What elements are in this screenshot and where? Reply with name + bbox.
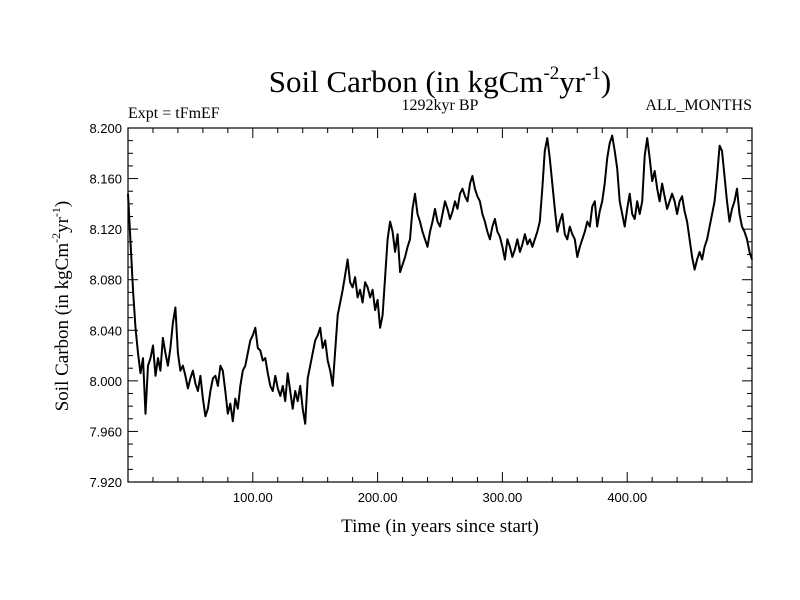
data-series bbox=[127, 134, 753, 425]
y-tick-label: 7.920 bbox=[89, 475, 122, 490]
y-axis-label: Soil Carbon (in kgCm-2yr-1) bbox=[49, 201, 73, 412]
chart-title-sup1: -2 bbox=[543, 63, 559, 84]
y-tick-label: 8.200 bbox=[89, 121, 122, 136]
chart-title: Soil Carbon (in kgCm-2yr-1) bbox=[269, 63, 612, 99]
y-tick-label: 8.120 bbox=[89, 222, 122, 237]
x-tick-label: 100.00 bbox=[233, 490, 273, 505]
chart-title-main: Soil Carbon (in kgCm bbox=[269, 64, 544, 99]
y-axis-label-mid: yr bbox=[52, 216, 73, 233]
y-axis-label-sup2: -1 bbox=[49, 207, 63, 217]
series-line bbox=[127, 134, 753, 425]
x-tick-label: 200.00 bbox=[358, 490, 398, 505]
x-tick-label: 300.00 bbox=[483, 490, 523, 505]
x-axis-label: Time (in years since start) bbox=[341, 516, 539, 537]
chart-title-mid: yr bbox=[559, 64, 586, 99]
plot-frame bbox=[127, 127, 753, 483]
subtitle-months: ALL_MONTHS bbox=[645, 97, 752, 114]
chart-title-end: ) bbox=[601, 64, 611, 99]
y-tick-label: 8.000 bbox=[89, 374, 122, 389]
y-tick-label: 8.160 bbox=[89, 172, 122, 187]
subtitle-experiment: Expt = tFmEF bbox=[128, 105, 220, 122]
subtitle-period: 1292kyr BP bbox=[402, 97, 479, 114]
chart-title-sup2: -1 bbox=[585, 63, 601, 84]
y-axis-label-end: ) bbox=[52, 201, 73, 207]
y-tick-label: 8.080 bbox=[89, 273, 122, 288]
y-axis-label-main: Soil Carbon (in kgCm bbox=[52, 243, 73, 412]
y-tick-label: 8.040 bbox=[89, 323, 122, 338]
y-tick-label: 7.960 bbox=[89, 424, 122, 439]
axis-ticks: 7.920 7.960 8.000 8.040 8.080 8.120 8.160 8.200… bbox=[89, 121, 752, 505]
y-axis-label-sup1: -2 bbox=[49, 233, 63, 243]
x-tick-label: 400.00 bbox=[607, 490, 647, 505]
